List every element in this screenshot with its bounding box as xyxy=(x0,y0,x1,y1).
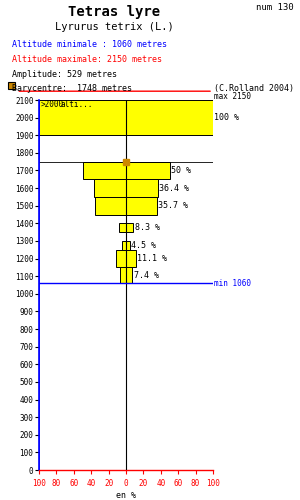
Text: 8.3 %: 8.3 % xyxy=(134,223,160,232)
Text: Barycentre:  1748 metres: Barycentre: 1748 metres xyxy=(12,84,132,93)
Bar xyxy=(126,162,170,180)
Bar xyxy=(94,180,126,197)
Bar xyxy=(39,100,126,135)
Bar xyxy=(126,197,157,214)
Text: (C.Rolland 2004): (C.Rolland 2004) xyxy=(214,84,294,93)
Text: Altitude maximale: 2150 metres: Altitude maximale: 2150 metres xyxy=(12,55,162,64)
Bar xyxy=(119,224,126,232)
Text: 50 %: 50 % xyxy=(171,166,191,175)
Text: max 2150: max 2150 xyxy=(214,92,251,101)
Text: min 1060: min 1060 xyxy=(214,278,251,287)
Bar xyxy=(126,241,130,250)
Text: 35.7 %: 35.7 % xyxy=(158,201,188,210)
Bar xyxy=(126,180,158,197)
Text: 7.4 %: 7.4 % xyxy=(134,271,159,280)
Bar xyxy=(126,250,136,268)
Bar xyxy=(82,162,126,180)
Text: Tetras lyre: Tetras lyre xyxy=(68,5,160,19)
Text: 4.5 %: 4.5 % xyxy=(131,241,156,250)
Text: >2000: >2000 xyxy=(41,100,64,109)
Text: 11.1 %: 11.1 % xyxy=(137,254,167,263)
Bar xyxy=(126,224,133,232)
Text: Altitude minimale : 1060 metres: Altitude minimale : 1060 metres xyxy=(12,40,167,49)
Bar xyxy=(126,268,132,283)
Text: alti...: alti... xyxy=(61,100,93,109)
Bar xyxy=(126,100,213,135)
Bar xyxy=(122,241,126,250)
Text: Lyrurus tetrix (L.): Lyrurus tetrix (L.) xyxy=(55,22,173,32)
Text: 100 %: 100 % xyxy=(214,113,239,122)
Text: Amplitude: 529 metres: Amplitude: 529 metres xyxy=(12,70,117,79)
Bar xyxy=(95,197,126,214)
X-axis label: en %: en % xyxy=(116,491,136,500)
Bar xyxy=(116,250,126,268)
Bar xyxy=(120,268,126,283)
Text: num 130: num 130 xyxy=(256,2,294,12)
Text: 36.4 %: 36.4 % xyxy=(159,184,189,192)
